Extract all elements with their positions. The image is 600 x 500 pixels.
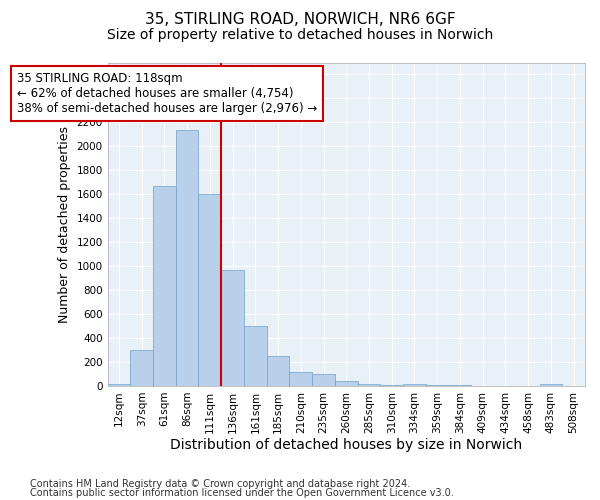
Bar xyxy=(176,130,199,386)
Bar xyxy=(380,385,403,386)
Text: Contains HM Land Registry data © Crown copyright and database right 2024.: Contains HM Land Registry data © Crown c… xyxy=(30,479,410,489)
Bar xyxy=(403,384,426,386)
Bar xyxy=(335,381,358,386)
Text: 35 STIRLING ROAD: 118sqm
← 62% of detached houses are smaller (4,754)
38% of sem: 35 STIRLING ROAD: 118sqm ← 62% of detach… xyxy=(17,72,317,115)
Bar xyxy=(130,350,153,386)
Bar xyxy=(358,384,380,386)
Bar xyxy=(289,372,312,386)
Text: Size of property relative to detached houses in Norwich: Size of property relative to detached ho… xyxy=(107,28,493,42)
Bar xyxy=(244,326,267,386)
Bar xyxy=(539,384,562,386)
Y-axis label: Number of detached properties: Number of detached properties xyxy=(58,126,71,322)
Text: Contains public sector information licensed under the Open Government Licence v3: Contains public sector information licen… xyxy=(30,488,454,498)
Bar xyxy=(221,270,244,386)
Bar xyxy=(107,384,130,386)
Bar xyxy=(267,356,289,386)
Bar xyxy=(312,374,335,386)
Text: 35, STIRLING ROAD, NORWICH, NR6 6GF: 35, STIRLING ROAD, NORWICH, NR6 6GF xyxy=(145,12,455,28)
X-axis label: Distribution of detached houses by size in Norwich: Distribution of detached houses by size … xyxy=(170,438,523,452)
Bar xyxy=(153,186,176,386)
Bar xyxy=(199,194,221,386)
